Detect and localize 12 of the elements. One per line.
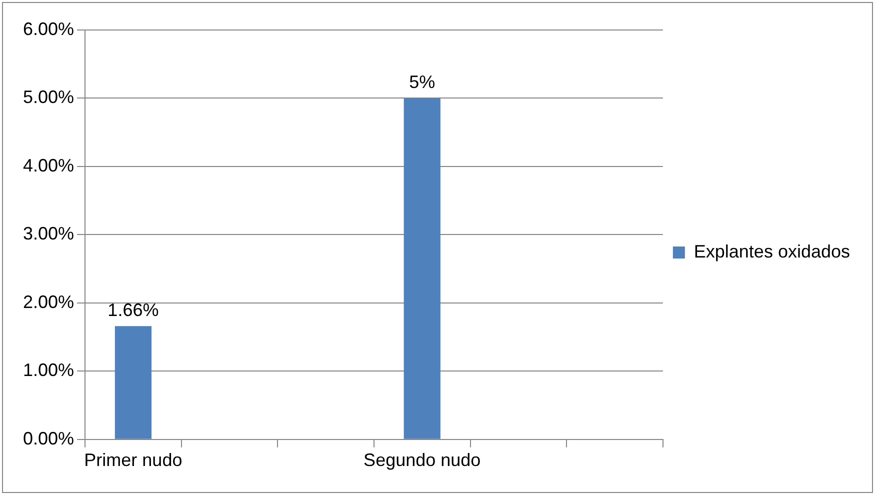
y-tick-label: 3.00%	[22, 224, 74, 244]
y-tick-label: 5.00%	[22, 87, 74, 108]
y-tick-label: 0.00%	[22, 428, 74, 448]
y-tick-label: 6.00%	[22, 18, 74, 39]
y-tick-label: 4.00%	[22, 155, 74, 176]
legend-label: Explantes oxidados	[694, 241, 850, 262]
data-label: 5%	[409, 72, 436, 92]
y-tick-label: 2.00%	[22, 292, 74, 312]
x-tick-label: Segundo nudo	[364, 450, 481, 470]
x-tick-label: Primer nudo	[84, 450, 182, 470]
y-tick-label: 1.00%	[22, 360, 74, 380]
data-label: 1.66%	[108, 300, 159, 320]
